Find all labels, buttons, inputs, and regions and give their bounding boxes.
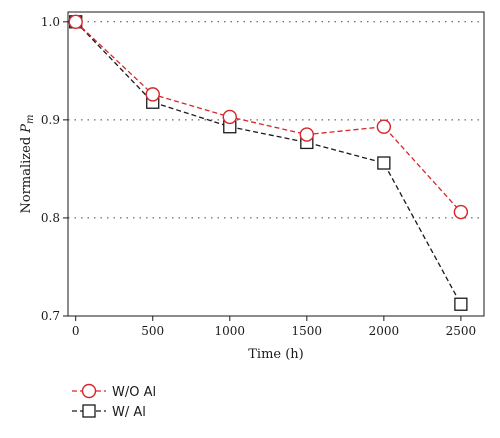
y-tick-label-1: 0.8: [41, 211, 60, 225]
y-tick-label-3: 1.0: [41, 15, 60, 29]
legend-marker-0: [81, 383, 97, 399]
series-0: [68, 14, 469, 220]
axes: 0.7 0.8 0.9 1.0 0 500 1000 1500 2000 2500: [41, 11, 485, 338]
y-axis-title-prefix: Normalized: [19, 133, 34, 214]
legend-label-1: W/ Al: [112, 405, 146, 420]
x-tick-label-3: 1500: [292, 324, 323, 338]
legend-marker-1: [82, 404, 96, 418]
series-line-0: [75, 21, 462, 213]
data-point-0-0: [68, 14, 83, 30]
x-tick-label-0: 0: [72, 324, 80, 338]
x-tick-label-2: 1000: [215, 324, 246, 338]
y-axis-title: Normalized Pm: [19, 114, 36, 213]
data-point-0-2: [222, 109, 237, 125]
series-1: [69, 15, 468, 311]
legend-label-0: W/O Al: [112, 385, 156, 400]
data-point-1-5: [454, 297, 468, 311]
y-tick-label-2: 0.9: [41, 113, 60, 127]
grid-lines: [68, 21, 484, 219]
data-point-0-3: [299, 127, 315, 142]
x-tick-label-5: 2500: [446, 324, 477, 338]
data-point-0-5: [453, 204, 469, 220]
data-point-1-4: [377, 156, 391, 170]
y-axis-title-subscript: m: [25, 114, 36, 123]
data-point-0-1: [145, 87, 160, 102]
series-line-1: [75, 21, 462, 305]
plot-series: [68, 14, 469, 311]
x-axis-title: Time (h): [248, 347, 304, 362]
legend-item-1: W/ Al: [72, 404, 146, 420]
legend: W/O Al W/ Al: [72, 383, 156, 420]
y-tick-label-0: 0.7: [41, 309, 60, 323]
data-point-0-4: [376, 119, 392, 134]
x-tick-label-1: 500: [141, 324, 164, 338]
y-axis-title-symbol: P: [19, 124, 34, 134]
x-tick-label-4: 2000: [369, 324, 400, 338]
legend-item-0: W/O Al: [72, 383, 156, 400]
plot-frame: [67, 11, 485, 317]
